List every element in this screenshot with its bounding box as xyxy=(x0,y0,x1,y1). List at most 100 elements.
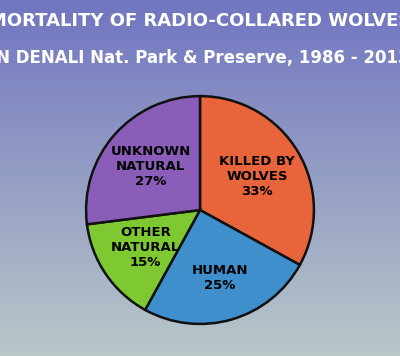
Bar xyxy=(0,250,400,252)
Bar xyxy=(0,334,400,335)
Bar xyxy=(0,157,400,158)
Bar xyxy=(0,40,400,42)
Bar xyxy=(0,77,400,78)
Bar xyxy=(0,284,400,285)
Bar xyxy=(0,160,400,161)
Bar xyxy=(0,221,400,222)
Bar xyxy=(0,293,400,295)
Bar xyxy=(0,330,400,331)
Bar xyxy=(0,136,400,138)
Bar xyxy=(0,319,400,320)
Bar xyxy=(0,189,400,190)
Bar xyxy=(0,131,400,132)
Bar xyxy=(0,225,400,227)
Bar xyxy=(0,42,400,43)
Bar xyxy=(0,103,400,104)
Bar xyxy=(0,118,400,120)
Bar xyxy=(0,336,400,338)
Bar xyxy=(0,93,400,95)
Bar xyxy=(0,342,400,344)
Bar xyxy=(0,339,400,341)
Bar xyxy=(0,230,400,231)
Bar xyxy=(0,37,400,39)
Text: MORTALITY OF RADIO-COLLARED WOLVES: MORTALITY OF RADIO-COLLARED WOLVES xyxy=(0,12,400,30)
Bar xyxy=(0,71,400,72)
Bar xyxy=(0,296,400,298)
Bar xyxy=(0,63,400,64)
Bar xyxy=(0,89,400,90)
Bar xyxy=(0,261,400,263)
Bar xyxy=(0,112,400,114)
Bar xyxy=(0,117,400,118)
Bar xyxy=(0,82,400,83)
Bar xyxy=(0,278,400,279)
Bar xyxy=(0,134,400,135)
Bar xyxy=(0,282,400,284)
Bar xyxy=(0,78,400,79)
Bar xyxy=(0,33,400,35)
Bar xyxy=(0,1,400,3)
Bar xyxy=(0,307,400,309)
Bar xyxy=(0,288,400,289)
Bar xyxy=(0,14,400,15)
Bar xyxy=(0,106,400,107)
Bar xyxy=(0,39,400,40)
Bar xyxy=(0,128,400,129)
Bar xyxy=(0,300,400,302)
Bar xyxy=(0,298,400,299)
Bar xyxy=(0,346,400,348)
Bar xyxy=(0,61,400,63)
Bar xyxy=(0,111,400,112)
Bar xyxy=(0,138,400,139)
Bar xyxy=(0,57,400,58)
Bar xyxy=(0,126,400,128)
Bar xyxy=(0,190,400,192)
Bar xyxy=(0,143,400,145)
Bar xyxy=(0,349,400,350)
Bar xyxy=(0,271,400,273)
Bar xyxy=(0,323,400,324)
Bar xyxy=(0,350,400,352)
Bar xyxy=(0,4,400,6)
Bar xyxy=(0,3,400,4)
Bar xyxy=(0,222,400,224)
Bar xyxy=(0,257,400,259)
Bar xyxy=(0,355,400,356)
Bar xyxy=(0,153,400,155)
Bar xyxy=(0,67,400,68)
Wedge shape xyxy=(86,96,200,224)
Bar xyxy=(0,206,400,207)
Bar xyxy=(0,255,400,256)
Bar xyxy=(0,310,400,312)
Bar xyxy=(0,184,400,185)
Bar xyxy=(0,6,400,7)
Bar xyxy=(0,235,400,236)
Bar xyxy=(0,287,400,288)
Wedge shape xyxy=(145,210,300,324)
Bar xyxy=(0,178,400,179)
Bar xyxy=(0,253,400,255)
Bar xyxy=(0,335,400,336)
Bar xyxy=(0,47,400,49)
Bar xyxy=(0,200,400,201)
Bar xyxy=(0,252,400,253)
Bar xyxy=(0,292,400,293)
Bar xyxy=(0,36,400,37)
Bar xyxy=(0,161,400,163)
Bar xyxy=(0,338,400,339)
Wedge shape xyxy=(200,96,314,265)
Bar xyxy=(0,107,400,109)
Bar xyxy=(0,266,400,267)
Bar xyxy=(0,101,400,103)
Bar xyxy=(0,12,400,14)
Bar xyxy=(0,147,400,149)
Bar xyxy=(0,295,400,296)
Bar xyxy=(0,72,400,74)
Bar xyxy=(0,264,400,266)
Bar xyxy=(0,166,400,167)
Bar xyxy=(0,273,400,274)
Bar xyxy=(0,328,400,330)
Bar xyxy=(0,290,400,292)
Bar xyxy=(0,179,400,181)
Bar xyxy=(0,277,400,278)
